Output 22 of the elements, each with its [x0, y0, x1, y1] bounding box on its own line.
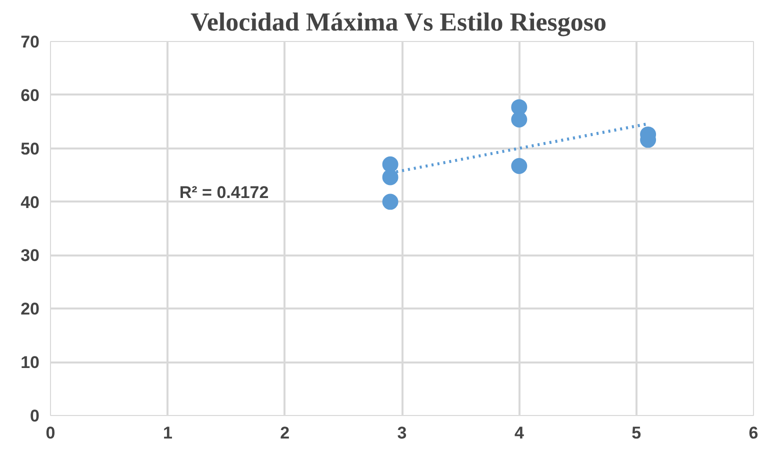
y-tick-label: 30: [20, 246, 40, 266]
x-tick-label: 1: [162, 424, 172, 442]
point: [382, 169, 398, 186]
point: [511, 158, 528, 174]
y-tick-label: 70: [20, 32, 40, 52]
y-tick-label: 50: [20, 139, 40, 158]
x-tick-label: 3: [397, 424, 407, 442]
x-tick-label: 5: [632, 424, 642, 442]
x-tick-label: 4: [514, 424, 524, 442]
y-tick-label: 10: [20, 353, 40, 372]
point: [382, 194, 398, 210]
x-tick-label: 6: [748, 424, 758, 442]
y-tick-label: 60: [20, 86, 40, 105]
chart-title: Velocidad Máxima Vs Estilo Riesgoso: [190, 8, 607, 36]
y-tick-label: 20: [20, 300, 40, 319]
x-tick-label: 2: [280, 424, 290, 442]
y-tick-label: 40: [20, 192, 40, 212]
x-tick-label: 0: [46, 424, 56, 442]
annotation: R² = 0.4172: [179, 182, 269, 202]
y-tick-label: 0: [30, 406, 40, 426]
point: [511, 112, 528, 128]
point: [382, 156, 398, 172]
